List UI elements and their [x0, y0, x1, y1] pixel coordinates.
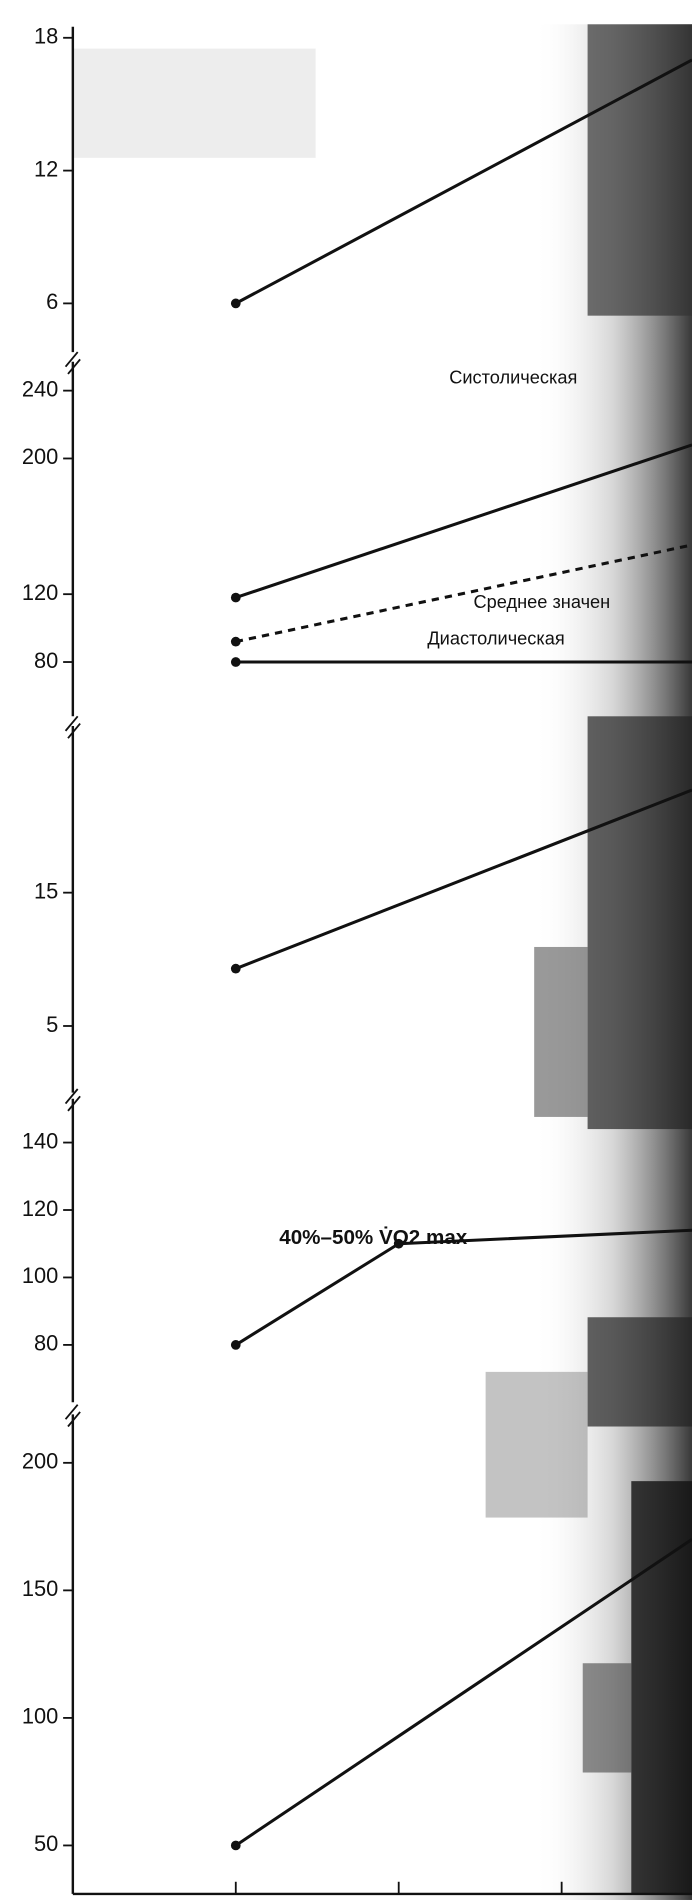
y-tick-label: 5: [46, 1012, 58, 1037]
axis-break: [64, 715, 81, 739]
y-tick-label: 140: [22, 1128, 58, 1153]
y-tick-label: 240: [22, 376, 58, 401]
data-point: [230, 657, 241, 667]
y-tick-label: 100: [22, 1263, 58, 1288]
y-tick-label: 200: [22, 444, 58, 469]
data-line: [234, 1538, 692, 1847]
data-point: [230, 963, 241, 974]
data-line: [235, 788, 692, 971]
y-tick-label: 120: [22, 580, 58, 605]
data-point: [230, 636, 241, 647]
y-tick-label: 6: [46, 289, 58, 314]
y-tick-label: 80: [34, 648, 58, 673]
data-line: [235, 58, 692, 305]
data-point: [230, 298, 241, 309]
scan-background: [72, 24, 692, 1900]
data-line: [235, 543, 692, 644]
axis-break: [64, 1088, 81, 1112]
axis-break: [64, 351, 81, 375]
data-point: [230, 1840, 241, 1851]
annotation: 40%–50% V̇O2 max: [279, 1225, 468, 1249]
series-label: Диастолическая: [427, 629, 564, 649]
y-tick-label: 15: [34, 878, 58, 903]
y-tick-label: 18: [34, 24, 58, 49]
y-tick-label: 12: [34, 156, 58, 181]
y-tick-label: 120: [22, 1196, 58, 1221]
y-tick-label: 80: [34, 1331, 58, 1356]
y-tick-label: 100: [22, 1704, 58, 1729]
y-tick-label: 200: [22, 1449, 58, 1474]
data-point: [393, 1238, 404, 1249]
data-line: [235, 443, 692, 600]
axis-break: [64, 1404, 81, 1428]
y-tick-label: 50: [34, 1831, 58, 1856]
series-label: Среднее значен: [473, 592, 610, 612]
data-point: [230, 592, 241, 603]
series-label: Систолическая: [449, 368, 577, 388]
y-tick-label: 150: [22, 1576, 58, 1601]
data-point: [230, 1340, 241, 1350]
